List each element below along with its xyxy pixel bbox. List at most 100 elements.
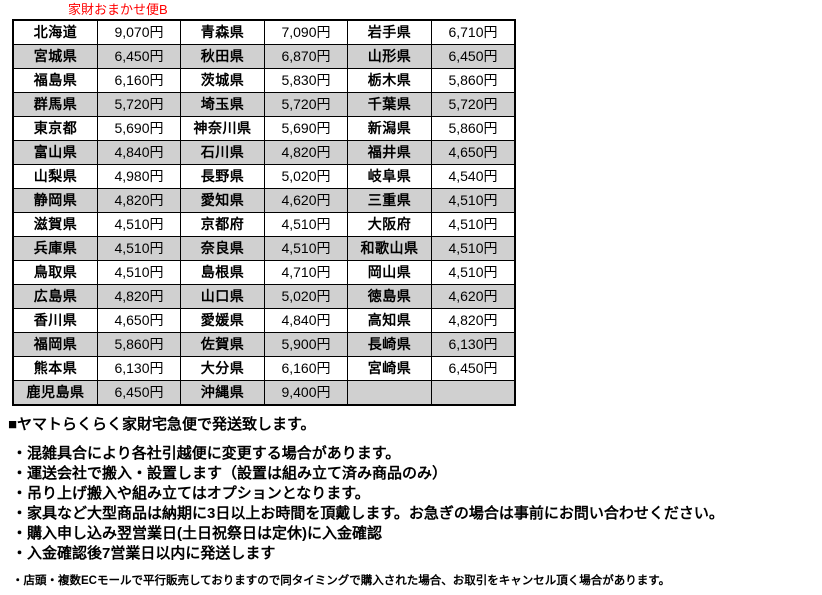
fee-cell: 4,510円 [97, 236, 181, 261]
prefecture-cell: 大阪府 [347, 212, 432, 237]
prefecture-cell: 石川県 [180, 140, 265, 165]
fee-cell: 4,510円 [97, 212, 181, 237]
note-line: ・混雑具合により各社引越便に変更する場合があります。 [12, 445, 401, 462]
table-row: 福岡県 5,860円 佐賀県 5,900円 長崎県 6,130円 [12, 332, 516, 357]
prefecture-cell: 青森県 [180, 19, 265, 45]
table-row: 滋賀県 4,510円 京都府 4,510円 大阪府 4,510円 [12, 212, 516, 237]
fee-cell: 9,070円 [97, 19, 181, 45]
prefecture-cell: 宮城県 [12, 44, 98, 69]
prefecture-cell: 京都府 [180, 212, 265, 237]
prefecture-cell: 鹿児島県 [12, 380, 98, 406]
fee-cell: 5,860円 [431, 68, 516, 93]
prefecture-cell: 山口県 [180, 284, 265, 309]
fee-cell: 5,860円 [431, 116, 516, 141]
table-row: 群馬県 5,720円 埼玉県 5,720円 千葉県 5,720円 [12, 92, 516, 117]
prefecture-cell: 愛知県 [180, 188, 265, 213]
prefecture-cell: 宮崎県 [347, 356, 432, 381]
prefecture-cell: 福島県 [12, 68, 98, 93]
prefecture-cell: 静岡県 [12, 188, 98, 213]
fee-cell: 4,650円 [97, 308, 181, 333]
prefecture-cell: 岐阜県 [347, 164, 432, 189]
prefecture-cell: 愛媛県 [180, 308, 265, 333]
fee-cell: 5,020円 [264, 164, 348, 189]
prefecture-cell: 山梨県 [12, 164, 98, 189]
notes-list: ・混雑具合により各社引越便に変更する場合があります。・運送会社で搬入・設置します… [8, 444, 814, 564]
shipping-fee-table: 北海道 9,070円 青森県 7,090円 岩手県 6,710円 宮城県 6,450円 秋田県 6… [12, 19, 516, 406]
prefecture-cell: 神奈川県 [180, 116, 265, 141]
prefecture-cell: 徳島県 [347, 284, 432, 309]
table-row: 熊本県 6,130円 大分県 6,160円 宮崎県 6,450円 [12, 356, 516, 381]
prefecture-cell: 三重県 [347, 188, 432, 213]
fee-cell: 4,710円 [264, 260, 348, 285]
prefecture-cell: 島根県 [180, 260, 265, 285]
page-title: 家財おまかせ便B [68, 2, 168, 17]
prefecture-cell: 東京都 [12, 116, 98, 141]
fee-cell: 6,450円 [97, 380, 181, 406]
fee-cell: 5,860円 [97, 332, 181, 357]
fee-cell: 4,980円 [97, 164, 181, 189]
prefecture-cell: 千葉県 [347, 92, 432, 117]
fee-cell: 5,720円 [431, 92, 516, 117]
table-row: 福島県 6,160円 茨城県 5,830円 栃木県 5,860円 [12, 68, 516, 93]
prefecture-cell [347, 380, 432, 406]
fee-cell: 4,510円 [431, 236, 516, 261]
notes-section: ■ヤマトらくらく家財宅急便で発送致します。 ・混雑具合により各社引越便に変更する… [8, 414, 814, 590]
note-line: ・運送会社で搬入・設置します（設置は組み立て済み商品のみ） [12, 465, 448, 482]
shipping-fee-table-body: 北海道 9,070円 青森県 7,090円 岩手県 6,710円 宮城県 6,450円 秋田県 6… [12, 19, 516, 406]
fee-cell: 4,510円 [264, 212, 348, 237]
prefecture-cell: 兵庫県 [12, 236, 98, 261]
prefecture-cell: 沖縄県 [180, 380, 265, 406]
prefecture-cell: 広島県 [12, 284, 98, 309]
prefecture-cell: 山形県 [347, 44, 432, 69]
prefecture-cell: 富山県 [12, 140, 98, 165]
fee-cell: 5,690円 [97, 116, 181, 141]
fee-cell: 4,820円 [264, 140, 348, 165]
prefecture-cell: 滋賀県 [12, 212, 98, 237]
table-row: 宮城県 6,450円 秋田県 6,870円 山形県 6,450円 [12, 44, 516, 69]
prefecture-cell: 栃木県 [347, 68, 432, 93]
prefecture-cell: 新潟県 [347, 116, 432, 141]
prefecture-cell: 岩手県 [347, 19, 432, 45]
fee-cell: 5,020円 [264, 284, 348, 309]
table-row: 静岡県 4,820円 愛知県 4,620円 三重県 4,510円 [12, 188, 516, 213]
fee-cell [431, 380, 516, 406]
fee-cell: 4,620円 [431, 284, 516, 309]
table-row: 広島県 4,820円 山口県 5,020円 徳島県 4,620円 [12, 284, 516, 309]
table-row: 鹿児島県 6,450円 沖縄県 9,400円 [12, 380, 516, 406]
prefecture-cell: 長野県 [180, 164, 265, 189]
note-line: ・入金確認後7営業日以内に発送します [12, 545, 276, 562]
prefecture-cell: 北海道 [12, 19, 98, 45]
prefecture-cell: 高知県 [347, 308, 432, 333]
fee-cell: 6,710円 [431, 19, 516, 45]
table-row: 北海道 9,070円 青森県 7,090円 岩手県 6,710円 [12, 19, 516, 45]
fee-cell: 5,720円 [264, 92, 348, 117]
prefecture-cell: 福岡県 [12, 332, 98, 357]
prefecture-cell: 福井県 [347, 140, 432, 165]
fee-cell: 6,450円 [431, 44, 516, 69]
fee-cell: 4,840円 [97, 140, 181, 165]
fee-cell: 5,720円 [97, 92, 181, 117]
prefecture-cell: 和歌山県 [347, 236, 432, 261]
prefecture-cell: 埼玉県 [180, 92, 265, 117]
prefecture-cell: 奈良県 [180, 236, 265, 261]
note-line: ・家具など大型商品は納期に3日以上お時間を頂戴します。お急ぎの場合は事前にお問い… [12, 505, 724, 522]
fee-cell: 4,510円 [431, 188, 516, 213]
table-row: 香川県 4,650円 愛媛県 4,840円 高知県 4,820円 [12, 308, 516, 333]
notes-disclaimer: ・店頭・複数ECモールで平行販売しておりますので同タイミングで購入された場合、お… [12, 575, 671, 587]
prefecture-cell: 香川県 [12, 308, 98, 333]
fee-cell: 4,540円 [431, 164, 516, 189]
fee-cell: 4,510円 [431, 260, 516, 285]
prefecture-cell: 群馬県 [12, 92, 98, 117]
fee-cell: 6,450円 [97, 44, 181, 69]
note-line: ・購入申し込み翌営業日(土日祝祭日は定休)に入金確認 [12, 525, 382, 542]
fee-cell: 7,090円 [264, 19, 348, 45]
fee-cell: 4,650円 [431, 140, 516, 165]
table-row: 兵庫県 4,510円 奈良県 4,510円 和歌山県 4,510円 [12, 236, 516, 261]
fee-cell: 5,690円 [264, 116, 348, 141]
prefecture-cell: 鳥取県 [12, 260, 98, 285]
fee-cell: 5,830円 [264, 68, 348, 93]
fee-cell: 4,620円 [264, 188, 348, 213]
fee-cell: 6,130円 [97, 356, 181, 381]
prefecture-cell: 佐賀県 [180, 332, 265, 357]
fee-cell: 4,510円 [97, 260, 181, 285]
